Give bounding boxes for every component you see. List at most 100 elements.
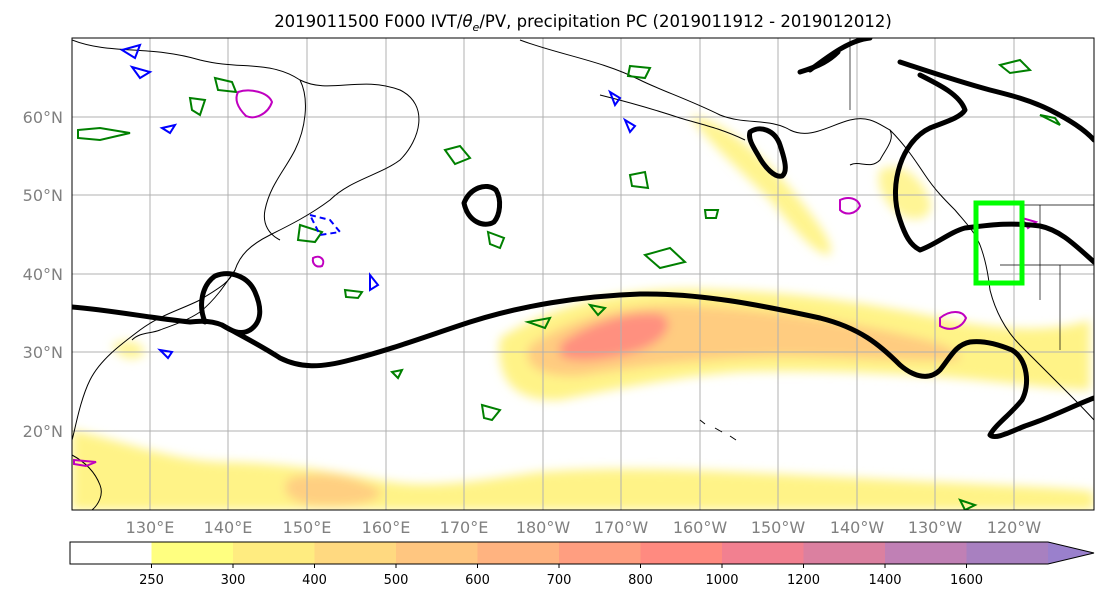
theta-e-contours [77,58,1061,510]
lon-label: 130°W [908,518,963,537]
colorbar-border [69,541,1095,565]
lon-label: 180°W [516,518,571,537]
lon-label: 160°E [362,518,411,537]
theta-e-contour [486,230,506,250]
map-content [72,38,1094,510]
colorbar-tick-label: 300 [221,573,246,588]
figure-title: 2019011500 F000 IVT/θe/PV, precipitation… [274,12,892,34]
theta-e-contour [703,209,720,219]
coast-hawaii [699,419,737,441]
pv-negative-contour [622,117,637,134]
colorbar-tick-label: 1400 [868,573,901,588]
pv-negative-contours [119,43,637,360]
graticule [72,38,1094,510]
pv-positive-contour [839,197,862,215]
coast-north-america [889,129,1094,421]
colorbar-segment [233,542,315,564]
longitude-labels: 130°E 140°E 150°E 160°E 170°E 180°W 170°… [126,518,1042,537]
theta-e-contour [626,64,652,80]
lat-label: 50°N [23,186,63,205]
pv-negative-contour [369,272,380,292]
theta-e-contour [343,288,364,300]
coast-kamchatka [263,79,306,241]
colorbar-extend-arrow [1048,542,1094,564]
colorbar-tick-label: 800 [628,573,653,588]
colorbar-segment [803,542,886,564]
pv-negative-contour [157,348,174,360]
lon-label: 140°E [204,518,253,537]
colorbar-segment [640,542,723,564]
lon-label: 150°W [751,518,806,537]
coast-alaska [519,39,892,166]
coast-philippines [72,454,102,510]
precip-core-high [560,313,669,361]
theta-e-contour [389,368,404,380]
theta-e-contour [77,126,131,142]
lon-label: 170°W [594,518,649,537]
ivt-north-west [797,49,841,75]
precip-shading [72,115,1094,510]
colorbar-tick-label: 1000 [705,573,738,588]
title-suffix: /PV, precipitation PC (2019011912 - 2019… [479,12,891,31]
title-prefix: 2019011500 F000 IVT/ [274,12,463,31]
lon-label: 160°W [673,518,728,537]
theta-e-contour [958,498,978,510]
colorbar-segment [885,542,967,564]
theta-e-contour [296,223,324,244]
theta-e-contour [997,58,1033,75]
lon-label: 140°W [830,518,885,537]
theta-e-contour [524,316,552,330]
precip-tropical-patch [285,474,381,506]
colorbar-labels: 250 300 400 500 600 700 800 1000 1200 1400 1600 [139,564,983,588]
colorbar-segment [477,542,560,564]
lat-label: 60°N [23,108,63,127]
pv-positive-contour [939,311,968,330]
colorbar-tick-label: 1200 [787,573,820,588]
ivt-loop-ne-pacific [461,184,503,227]
pv-negative-contour [119,43,142,60]
ivt-west-loop [199,271,263,335]
precip-west-coast [878,166,931,220]
ivt-main-contour [72,291,1094,440]
latitude-labels: 60°N 50°N 40°N 30°N 20°N [23,108,63,441]
lat-label: 40°N [23,265,63,284]
title-theta-subscript: e [473,21,480,34]
colorbar: 250 300 400 500 600 700 800 1000 1200 1400 1600 [69,541,1095,588]
coast-japan [131,269,236,341]
colorbar-segment [722,542,804,564]
colorbar-tick-label: 700 [547,573,572,588]
colorbar-tick-label: 1600 [950,573,983,588]
colorbar-tick-label: 600 [465,573,490,588]
pv-negative-contour [608,89,622,108]
precip-gulf-streak [690,115,831,255]
pv-positive-contour [235,89,274,119]
colorbar-segment [70,542,152,564]
colorbar-segment [314,542,397,564]
colorbar-segment [559,542,641,564]
pv-negative-contour [129,65,153,80]
colorbar-tick-label: 250 [139,573,164,588]
title-theta: θ [462,12,472,31]
theta-e-contour [443,144,472,166]
pv-negative-contour [308,213,342,237]
lon-label: 130°E [126,518,175,537]
ivt-loop-gulf [747,126,788,179]
colorbar-tick-label: 500 [384,573,409,588]
lon-label: 120°W [987,518,1042,537]
pv-positive-contour [73,458,97,468]
theta-e-contour [628,170,650,190]
theta-e-contour [587,303,608,317]
lon-label: 170°E [440,518,489,537]
theta-e-contour [1039,114,1061,126]
colorbar-segment [966,542,1049,564]
map-border [71,37,1095,511]
colorbar-segments [69,541,1095,565]
pv-positive-contour [311,255,325,268]
theta-e-contour [213,76,238,94]
theta-e-contour [642,246,688,270]
colorbar-segment [151,542,234,564]
theta-e-contour [480,403,502,422]
focus-region-box [973,200,1025,286]
colorbar-segment [396,542,478,564]
